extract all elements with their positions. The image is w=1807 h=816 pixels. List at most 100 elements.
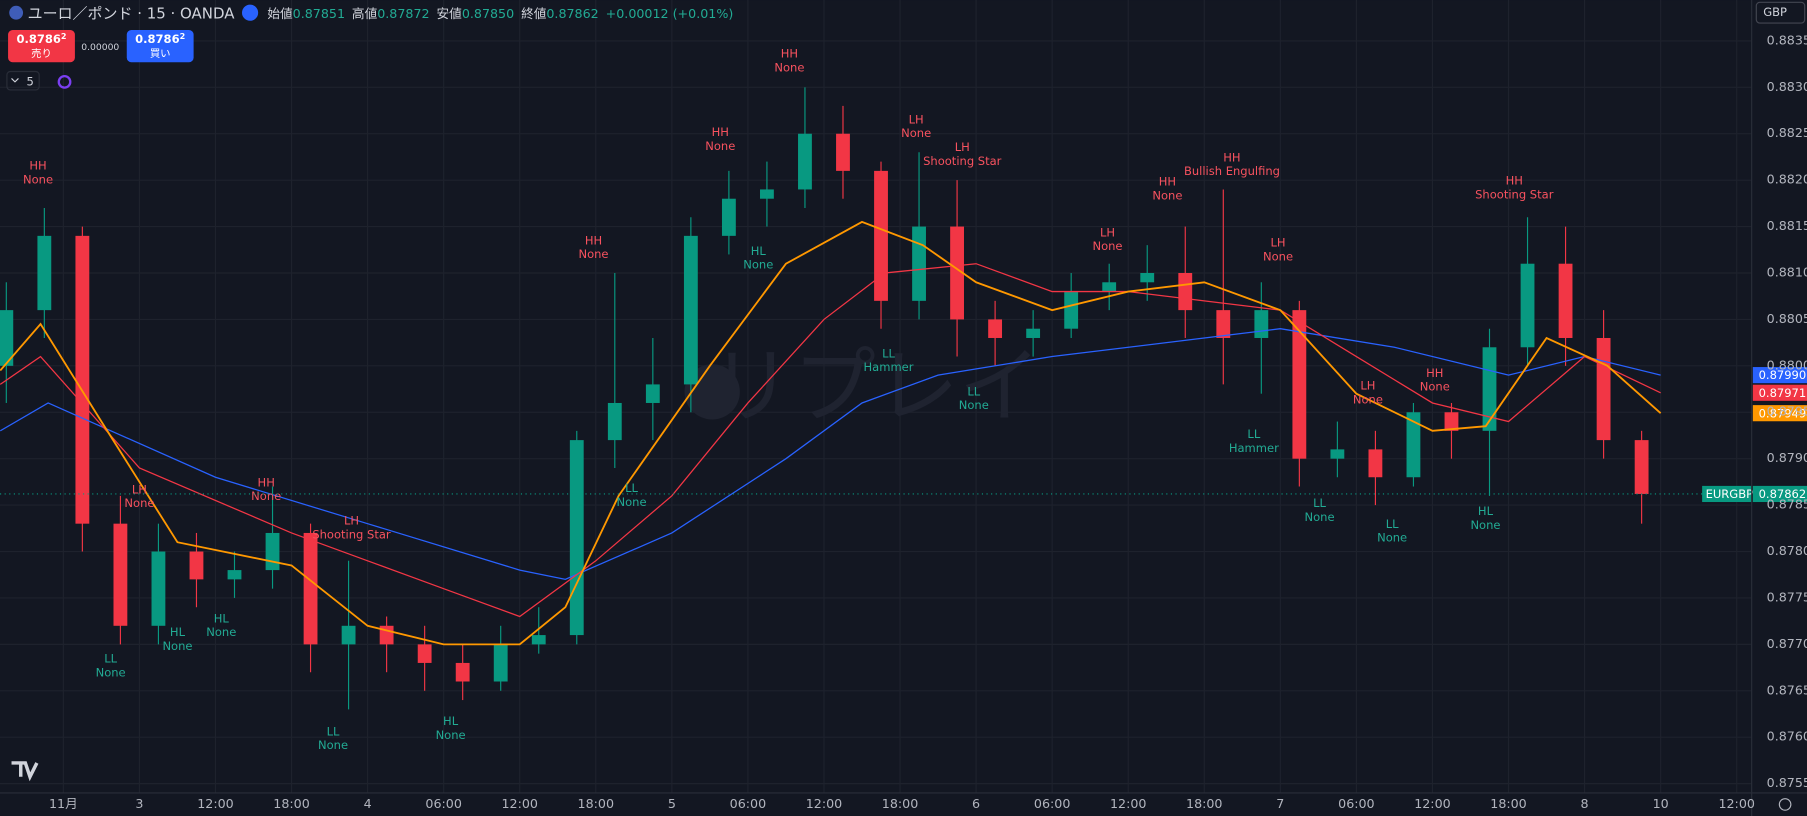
ohlc-label: 安値 bbox=[437, 5, 463, 20]
price-tag-label: 0.87949 bbox=[1759, 406, 1807, 420]
candle-body bbox=[1254, 310, 1269, 338]
y-tick-label: 0.87700 bbox=[1767, 636, 1807, 651]
candle-body bbox=[836, 133, 850, 171]
pattern-label: HH bbox=[258, 475, 275, 489]
pattern-label: None bbox=[96, 666, 126, 680]
candle-body bbox=[1064, 291, 1079, 329]
candle-body bbox=[1330, 449, 1345, 459]
pattern-label: None bbox=[578, 247, 608, 261]
pattern-label: None bbox=[1470, 518, 1500, 532]
y-tick-label: 0.88250 bbox=[1767, 125, 1807, 140]
sell-price-sup[interactable]: 2 bbox=[61, 31, 67, 40]
x-tick-label: 18:00 bbox=[882, 796, 918, 811]
indicator-icon[interactable] bbox=[57, 74, 72, 89]
y-tick-label: 0.88200 bbox=[1767, 172, 1807, 187]
pattern-label: Hammer bbox=[1229, 441, 1279, 455]
candle-body bbox=[1520, 263, 1535, 348]
pattern-label: None bbox=[774, 61, 804, 75]
sell-label[interactable]: 売り bbox=[31, 47, 52, 60]
pattern-label: HH bbox=[1426, 366, 1443, 380]
x-tick-label: 3 bbox=[135, 796, 143, 811]
y-tick-label: 0.87800 bbox=[1767, 543, 1807, 558]
candle-body bbox=[1406, 412, 1421, 478]
symbol-tag-label: EURGBP bbox=[1706, 487, 1754, 501]
buy-price-main[interactable]: 0.8786 bbox=[135, 32, 179, 46]
candle-body bbox=[151, 551, 166, 626]
candle-body bbox=[760, 189, 774, 199]
grid bbox=[0, 0, 1752, 793]
price-tag-label: 0.87990 bbox=[1759, 368, 1807, 382]
candle-body bbox=[1368, 449, 1383, 478]
y-tick-label: 0.88100 bbox=[1767, 264, 1807, 279]
pattern-label: Shooting Star bbox=[312, 527, 391, 541]
x-tick-label: 06:00 bbox=[425, 796, 461, 811]
x-tick-label: 18:00 bbox=[1490, 796, 1526, 811]
candle-body bbox=[1216, 310, 1231, 338]
candle-body bbox=[265, 532, 280, 571]
pattern-label: None bbox=[162, 639, 192, 653]
x-tick-label: 18:00 bbox=[273, 796, 309, 811]
buy-price-sup[interactable]: 2 bbox=[180, 31, 186, 40]
tv-logo bbox=[11, 761, 39, 782]
candle-body bbox=[303, 532, 318, 645]
candle-body bbox=[721, 198, 736, 236]
pattern-label: LH bbox=[955, 140, 970, 154]
indicators-count[interactable]: 5 bbox=[27, 74, 34, 88]
sell-price[interactable]: 0.87862 bbox=[16, 31, 66, 45]
ohlc: 始値0.87851 高値0.87872 安値0.87850 終値0.87862 +0.0… bbox=[267, 5, 733, 20]
pattern-label: HL bbox=[1478, 504, 1494, 518]
pattern-label: HH bbox=[29, 158, 46, 172]
pattern-label: HH bbox=[712, 125, 729, 139]
currency-button[interactable] bbox=[1755, 1, 1806, 24]
price-tag-label: 0.87862 bbox=[1759, 487, 1807, 501]
candle-body bbox=[1178, 272, 1193, 311]
candle-body bbox=[37, 235, 52, 311]
candle-body bbox=[607, 402, 622, 441]
candle-body bbox=[683, 235, 698, 385]
symbol-tag bbox=[1702, 485, 1752, 503]
pattern-label: None bbox=[1263, 250, 1293, 264]
buy-label[interactable]: 買い bbox=[150, 48, 171, 60]
settings-icon[interactable] bbox=[1778, 798, 1792, 811]
pattern-label: LH bbox=[1270, 236, 1285, 250]
y-tick-label: 0.88300 bbox=[1767, 79, 1807, 94]
y-tick-label: 0.87750 bbox=[1767, 589, 1807, 604]
candle-body bbox=[645, 384, 660, 403]
candle-body bbox=[1102, 282, 1117, 292]
y-tick-label: 0.87600 bbox=[1767, 729, 1807, 744]
buy-price[interactable]: 0.87862 bbox=[135, 31, 185, 45]
pattern-label: None bbox=[1353, 392, 1383, 406]
candle-body bbox=[455, 662, 470, 682]
indicators-toggle[interactable] bbox=[6, 70, 40, 91]
candle-body bbox=[1292, 310, 1307, 459]
candle-body bbox=[417, 644, 432, 663]
pattern-label: HH bbox=[781, 47, 798, 61]
x-tick-label: 18:00 bbox=[578, 796, 614, 811]
flag-icon bbox=[9, 5, 24, 20]
pattern-label: HH bbox=[585, 233, 602, 247]
currency[interactable]: GBP bbox=[1763, 5, 1787, 19]
pattern-label: Bullish Engulfing bbox=[1184, 164, 1280, 178]
pattern-label: None bbox=[1420, 380, 1450, 394]
x-tick-label: 06:00 bbox=[1034, 796, 1070, 811]
buy-button[interactable] bbox=[126, 30, 194, 63]
replay-icon[interactable] bbox=[242, 4, 259, 21]
candle-body bbox=[531, 635, 546, 645]
x-tick-label: 12:00 bbox=[1414, 796, 1450, 811]
candle-body bbox=[1482, 347, 1497, 431]
candle-body bbox=[1558, 263, 1573, 338]
pattern-label: LL bbox=[625, 481, 638, 495]
sell-price-main[interactable]: 0.8786 bbox=[16, 32, 60, 46]
sell-button[interactable] bbox=[8, 30, 75, 63]
pattern-label: None bbox=[23, 172, 53, 186]
pattern-label: LH bbox=[1360, 379, 1375, 393]
pattern-label: Shooting Star bbox=[1475, 187, 1554, 201]
pattern-label: None bbox=[705, 139, 735, 153]
pattern-label: None bbox=[318, 738, 348, 752]
x-tick-label: 5 bbox=[668, 796, 676, 811]
x-tick-label: 11月 bbox=[49, 796, 78, 811]
pattern-label: None bbox=[1305, 510, 1335, 524]
pattern-label: Hammer bbox=[864, 360, 914, 374]
y-tick-label: 0.87650 bbox=[1767, 682, 1807, 697]
